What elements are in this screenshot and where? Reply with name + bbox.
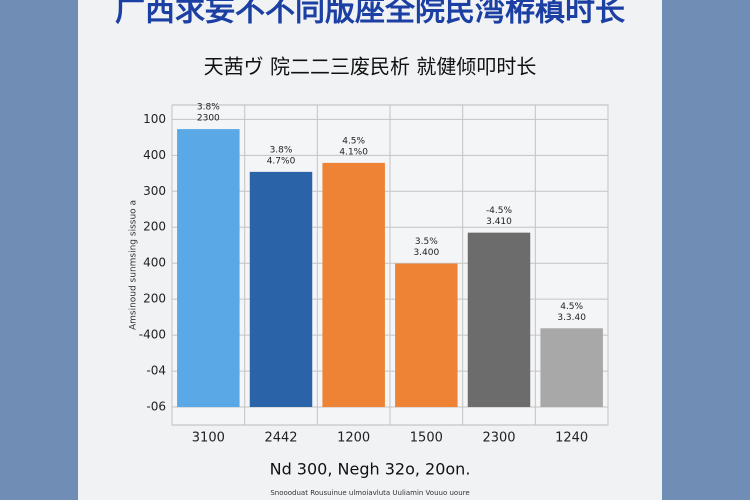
source: Snoooduat Rousuinue ulmoiavluta Uuliamin… [270, 489, 469, 497]
x-tick-label: 1200 [337, 431, 370, 446]
y-tick-label: -06 [146, 400, 166, 414]
y-tick-label: 300 [143, 184, 166, 198]
x-tick-label: 2442 [264, 431, 297, 446]
data-label: 3.8% [270, 145, 293, 155]
data-label: 3.410 [486, 217, 512, 227]
y-tick-label: -400 [139, 328, 166, 342]
bar [249, 171, 313, 408]
y-tick-label: -04 [146, 364, 166, 378]
y-tick-label: 100 [143, 112, 166, 126]
data-label: 4.7%0 [267, 156, 296, 166]
chart-subtitle: 天茜ヴ 院二二三废民析 就健倾叩时长 [204, 55, 537, 79]
bar [467, 232, 531, 408]
bar [177, 129, 240, 408]
x-tick-label: 1500 [410, 431, 443, 446]
data-label: 3.400 [413, 248, 439, 258]
y-axis-label: Amsinoud sunmsing sissuo a [129, 200, 139, 330]
x-tick-label: 3100 [192, 431, 225, 446]
bar [395, 263, 458, 408]
x-tick-label: 2300 [482, 431, 515, 446]
data-label: 3.5% [415, 237, 438, 247]
data-label: 3.3.40 [557, 313, 586, 323]
data-label: 4.1%0 [339, 147, 368, 157]
footer: Nd 300, Negh 32o, 20on. [270, 460, 471, 479]
chart-title: 广西求妄不不同版座全院民湾栫稹时长 [115, 0, 625, 29]
data-label: -4.5% [486, 206, 513, 216]
bar [540, 328, 603, 408]
data-label: 3.8% [197, 103, 220, 113]
data-label: 4.5% [560, 302, 583, 312]
y-tick-label: 400 [143, 256, 166, 270]
y-tick-label: 400 [143, 148, 166, 162]
x-tick-label: 1240 [555, 431, 588, 446]
y-tick-label: 200 [143, 292, 166, 306]
data-label: 2300 [197, 114, 220, 124]
y-tick-label: 200 [143, 220, 166, 234]
bar [322, 162, 385, 408]
data-label: 4.5% [342, 136, 365, 146]
